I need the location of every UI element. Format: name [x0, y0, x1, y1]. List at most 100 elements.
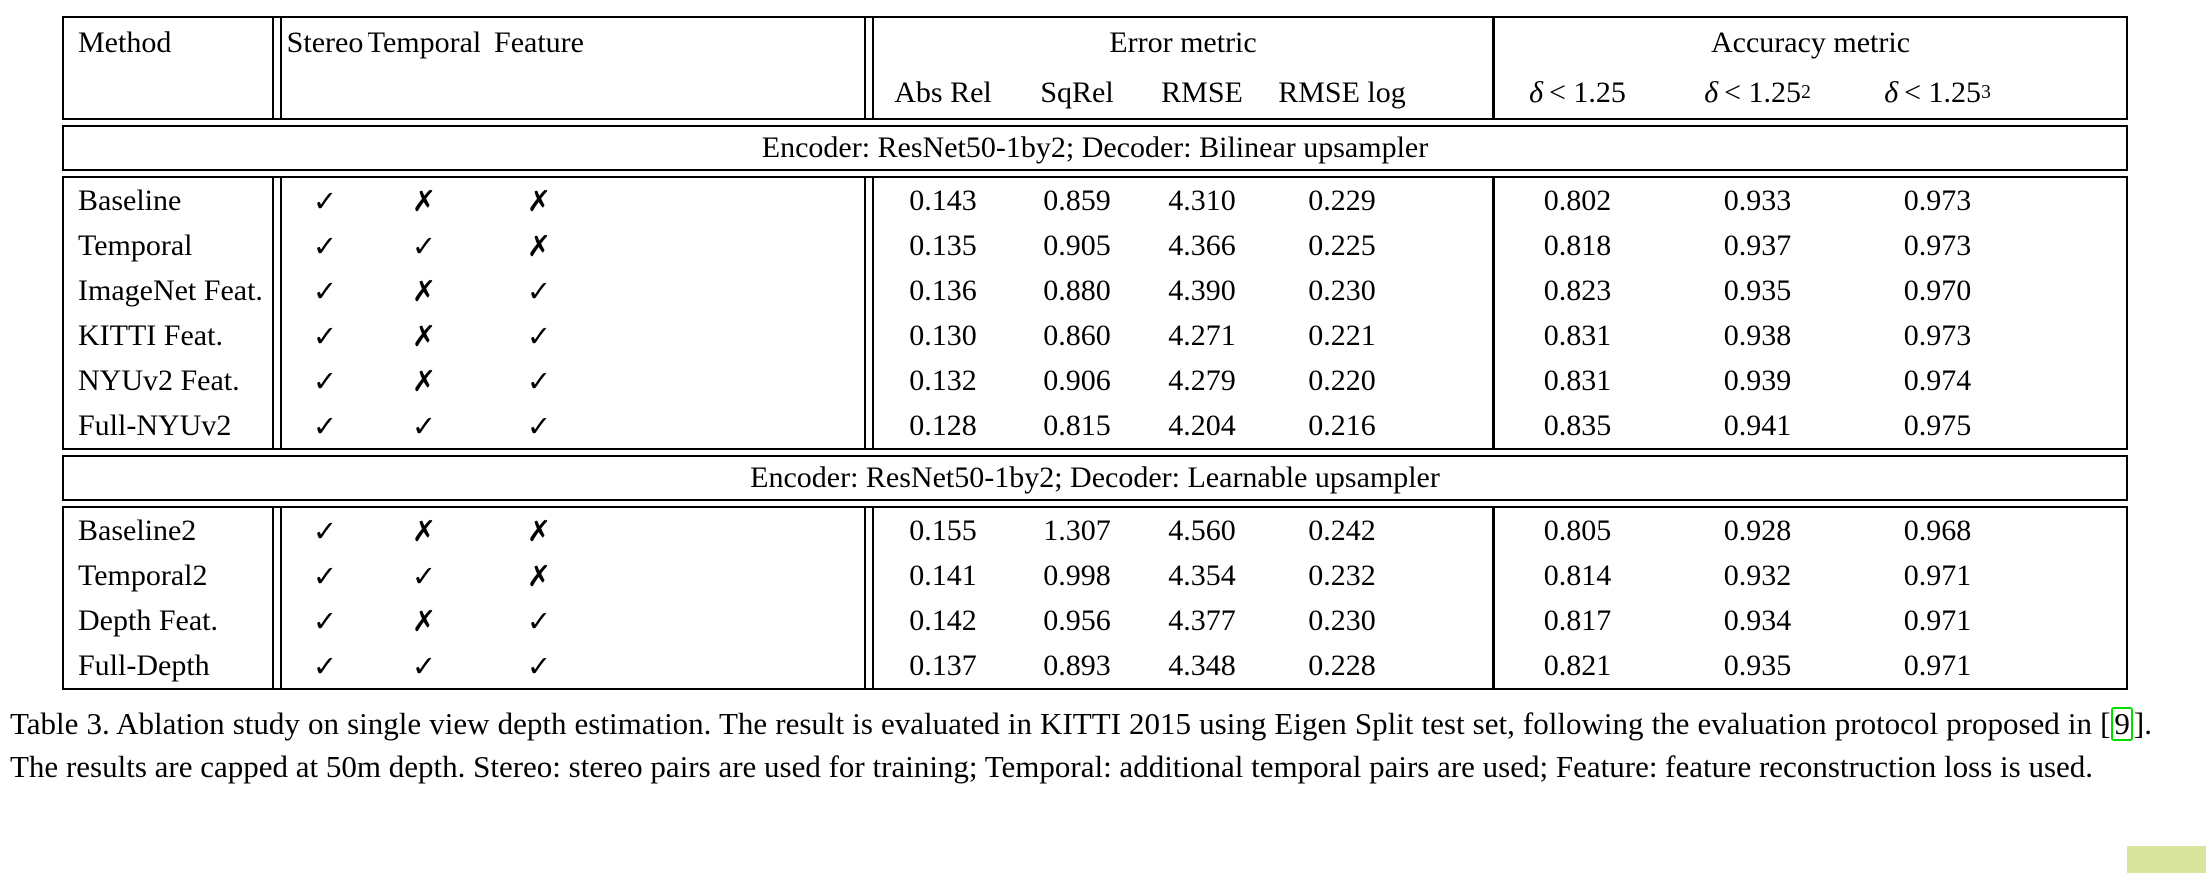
metric-value-cell: 4.310 [1168, 183, 1236, 217]
metric-value-cell: 0.973 [1903, 228, 1972, 262]
metric-value-cell: 0.821 [1543, 648, 1612, 682]
check-icon: ✓ [312, 558, 338, 593]
metric-value-cell: 0.970 [1903, 273, 1972, 307]
sqrel-header: SqRel [1040, 76, 1114, 109]
metric-value-cell: 0.968 [1903, 513, 1972, 547]
method-cell: Baseline2 [78, 513, 197, 547]
metric-value-cell: 0.880 [1043, 273, 1111, 307]
section-header-bilinear: Encoder: ResNet50-1by2; Decoder: Bilinea… [62, 125, 2128, 171]
check-icon: ✓ [411, 228, 437, 263]
rmse-log-header: RMSE log [1278, 76, 1406, 109]
metric-value-cell: 0.998 [1043, 558, 1111, 592]
check-icon: ✓ [411, 558, 437, 593]
method-cell: KITTI Feat. [78, 318, 223, 352]
metric-value-cell: 0.935 [1723, 648, 1792, 682]
double-rule-divider [272, 508, 282, 688]
metric-value-cell: 0.142 [909, 603, 977, 637]
metric-value-cell: 0.938 [1723, 318, 1792, 352]
check-icon: ✓ [526, 648, 552, 683]
check-icon: ✓ [312, 513, 338, 548]
metric-value-cell: 0.220 [1308, 363, 1376, 397]
metric-value-cell: 0.230 [1308, 603, 1376, 637]
error-metric-group-header: Error metric [1109, 26, 1257, 59]
metric-value-cell: 0.932 [1723, 558, 1792, 592]
check-icon: ✓ [312, 318, 338, 353]
metric-value-cell: 4.390 [1168, 273, 1236, 307]
metric-value-cell: 0.859 [1043, 183, 1111, 217]
stereo-column-header: Stereo [286, 26, 364, 59]
metric-value-cell: 0.934 [1723, 603, 1792, 637]
metric-value-cell: 4.348 [1168, 648, 1236, 682]
double-rule-divider [272, 178, 282, 448]
metric-value-cell: 0.971 [1903, 603, 1972, 637]
method-cell: Baseline [78, 183, 182, 217]
method-cell: Depth Feat. [78, 603, 218, 637]
check-icon: ✓ [526, 408, 552, 443]
check-icon: ✓ [312, 183, 338, 218]
metric-value-cell: 0.135 [909, 228, 977, 262]
double-rule-divider [272, 18, 282, 118]
metric-value-cell: 0.225 [1308, 228, 1376, 262]
check-icon: ✓ [312, 273, 338, 308]
method-cell: Full-NYUv2 [78, 408, 232, 442]
data-block-bilinear: Baseline ✓ ✗ ✗ 0.143 0.859 4.310 0.229 0.802 0.93… [62, 176, 2128, 450]
check-icon: ✓ [411, 408, 437, 443]
metric-value-cell: 4.560 [1168, 513, 1236, 547]
metric-value-cell: 0.971 [1903, 558, 1972, 592]
cross-icon: ✗ [411, 513, 437, 548]
metric-value-cell: 0.802 [1543, 183, 1612, 217]
metric-value-cell: 0.831 [1543, 363, 1612, 397]
delta-symbol: δ [1529, 76, 1544, 109]
method-cell: NYUv2 Feat. [78, 363, 240, 397]
metric-value-cell: 0.136 [909, 273, 977, 307]
metric-value-cell: 0.216 [1308, 408, 1376, 442]
section-header-learnable: Encoder: ResNet50-1by2; Decoder: Learnab… [62, 455, 2128, 501]
metric-value-cell: 4.366 [1168, 228, 1236, 262]
metric-value-cell: 0.242 [1308, 513, 1376, 547]
metric-value-cell: 4.279 [1168, 363, 1236, 397]
metric-value-cell: 0.128 [909, 408, 977, 442]
metric-value-cell: 0.971 [1903, 648, 1972, 682]
metric-value-cell: 0.939 [1723, 363, 1792, 397]
section-title: Encoder: ResNet50-1by2; Decoder: Bilinea… [761, 131, 1429, 164]
metric-value-cell: 4.204 [1168, 408, 1236, 442]
cross-icon: ✗ [526, 228, 552, 263]
delta-symbol: δ [1704, 76, 1719, 109]
cross-icon: ✗ [526, 183, 552, 218]
metric-value-cell: 0.937 [1723, 228, 1792, 262]
metric-value-cell: 0.805 [1543, 513, 1612, 547]
feature-column-header: Feature [494, 26, 584, 59]
citation-link[interactable]: 9 [2111, 707, 2133, 741]
metric-value-cell: 0.232 [1308, 558, 1376, 592]
cross-icon: ✗ [411, 183, 437, 218]
data-block-learnable: Baseline2 ✓ ✗ ✗ 0.155 1.307 4.560 0.242 0.805 0.9… [62, 506, 2128, 690]
method-cell: Temporal2 [78, 558, 208, 592]
check-icon: ✓ [312, 648, 338, 683]
rmse-header: RMSE [1161, 76, 1243, 109]
method-cell: ImageNet Feat. [78, 273, 263, 307]
method-column-header: Method [78, 26, 172, 59]
accuracy-metric-group-header: Accuracy metric [1710, 26, 1911, 59]
delta-symbol: δ [1884, 76, 1899, 109]
delta-1-25-cube-header: δ < 1.25 3 [1884, 76, 1991, 109]
double-rule-divider [864, 178, 874, 448]
metric-value-cell: 0.935 [1723, 273, 1792, 307]
metric-value-cell: 0.141 [909, 558, 977, 592]
metric-value-cell: 0.933 [1723, 183, 1792, 217]
metric-value-cell: 0.155 [909, 513, 977, 547]
check-icon: ✓ [312, 603, 338, 638]
check-icon: ✓ [526, 318, 552, 353]
metric-value-cell: 1.307 [1043, 513, 1111, 547]
single-rule-divider [1492, 178, 1495, 448]
metric-value-cell: 0.973 [1903, 318, 1972, 352]
cross-icon: ✗ [411, 318, 437, 353]
metric-value-cell: 0.906 [1043, 363, 1111, 397]
threshold-text: < 1.25 [1724, 76, 1802, 109]
caption-text-after-citation: ]. The results are capped at 50m depth. … [10, 706, 2152, 784]
threshold-text: < 1.25 [1904, 76, 1982, 109]
ablation-table: Method Stereo Temporal Feature Error met… [62, 16, 2128, 695]
check-icon: ✓ [526, 273, 552, 308]
metric-value-cell: 0.975 [1903, 408, 1972, 442]
check-icon: ✓ [411, 648, 437, 683]
metric-value-cell: 0.230 [1308, 273, 1376, 307]
